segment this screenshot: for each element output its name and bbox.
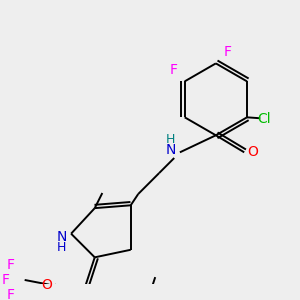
Text: H: H: [166, 133, 175, 146]
Text: H: H: [57, 242, 66, 254]
Text: O: O: [41, 278, 52, 292]
Text: Cl: Cl: [257, 112, 271, 126]
Text: N: N: [56, 230, 67, 244]
Text: F: F: [169, 63, 177, 77]
Text: F: F: [2, 273, 10, 287]
Text: F: F: [7, 288, 14, 300]
Text: F: F: [7, 258, 14, 272]
Text: O: O: [247, 145, 258, 159]
Text: N: N: [165, 143, 176, 158]
Text: F: F: [223, 45, 231, 59]
